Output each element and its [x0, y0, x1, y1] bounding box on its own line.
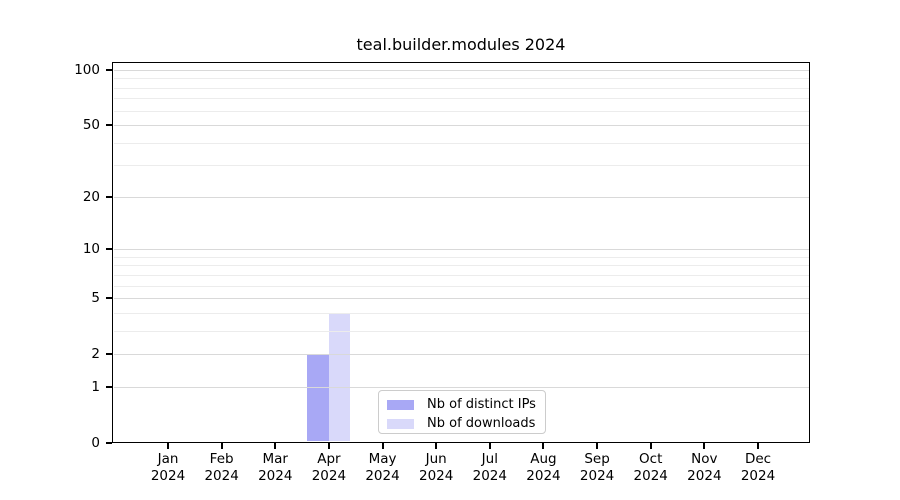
y-tick-label: 50: [82, 117, 100, 134]
major-gridline: [113, 298, 809, 300]
major-gridline: [113, 125, 809, 127]
y-tick-label: 100: [74, 62, 100, 78]
minor-gridline: [113, 110, 809, 112]
y-tick-mark: [106, 297, 112, 300]
x-tick-mark: [757, 443, 759, 449]
minor-gridline: [113, 274, 809, 276]
bar-nb-of-downloads-apr: [328, 312, 351, 442]
minor-gridline: [113, 312, 809, 314]
x-tick-mark: [327, 443, 330, 449]
legend-label-distinct-ips: Nb of distinct IPs: [427, 397, 536, 412]
legend: Nb of distinct IPs Nb of downloads: [378, 390, 546, 434]
y-tick-mark: [106, 124, 112, 127]
x-tick-label: Aug 2024: [526, 451, 561, 484]
legend-item-distinct-ips: Nb of distinct IPs: [387, 396, 545, 413]
x-tick-label: Jan 2024: [150, 451, 186, 484]
y-tick-mark: [106, 195, 112, 198]
y-tick-label: 2: [91, 346, 100, 363]
major-gridline: [113, 354, 809, 356]
minor-gridline: [113, 265, 809, 267]
y-tick-mark: [106, 353, 112, 356]
minor-gridline: [113, 165, 809, 167]
x-tick-label: Jul 2024: [472, 451, 507, 484]
x-tick-label: Nov 2024: [687, 451, 722, 484]
plot-frame: [112, 62, 810, 443]
minor-gridline: [113, 98, 809, 100]
y-tick-label: 1: [91, 378, 100, 395]
y-tick-mark: [106, 248, 112, 251]
legend-swatch-distinct-ips: [387, 399, 414, 410]
x-tick-label: Jun 2024: [418, 451, 454, 484]
y-tick-label: 10: [82, 241, 100, 258]
y-tick-label: 0: [91, 435, 100, 451]
y-tick-mark: [106, 442, 112, 444]
minor-gridline: [113, 142, 809, 144]
x-tick-label: Sep 2024: [579, 451, 615, 484]
x-tick-mark: [220, 443, 223, 449]
chart-title: teal.builder.modules 2024: [356, 35, 566, 54]
minor-gridline: [113, 78, 809, 80]
x-tick-mark: [649, 443, 652, 449]
minor-gridline: [113, 87, 809, 89]
x-tick-label: Oct 2024: [633, 451, 668, 484]
x-tick-label: Feb 2024: [204, 451, 239, 484]
major-gridline: [113, 70, 809, 71]
x-tick-mark: [703, 443, 706, 449]
major-gridline: [113, 196, 809, 198]
x-tick-mark: [435, 443, 438, 449]
legend-item-downloads: Nb of downloads: [387, 415, 545, 432]
y-tick-label: 5: [91, 290, 100, 307]
y-tick-mark: [106, 385, 112, 388]
minor-gridline: [113, 285, 809, 287]
x-tick-label: May 2024: [365, 451, 400, 484]
minor-gridline: [113, 330, 809, 332]
major-gridline: [113, 249, 809, 251]
x-tick-mark: [167, 443, 169, 449]
x-tick-label: Apr 2024: [311, 451, 347, 484]
x-tick-label: Dec 2024: [740, 451, 776, 484]
major-gridline: [113, 386, 809, 388]
minor-gridline: [113, 256, 809, 258]
legend-label-downloads: Nb of downloads: [427, 416, 536, 431]
x-tick-mark: [381, 443, 384, 449]
x-tick-mark: [488, 443, 491, 449]
bar-nb-of-distinct-ips-apr: [307, 354, 329, 442]
x-tick-mark: [274, 443, 277, 449]
x-tick-mark: [596, 443, 599, 449]
y-tick-label: 20: [82, 188, 100, 205]
x-tick-label: Mar 2024: [258, 451, 293, 484]
x-tick-mark: [542, 443, 545, 449]
y-tick-mark: [106, 69, 112, 71]
legend-swatch-downloads: [387, 418, 414, 429]
